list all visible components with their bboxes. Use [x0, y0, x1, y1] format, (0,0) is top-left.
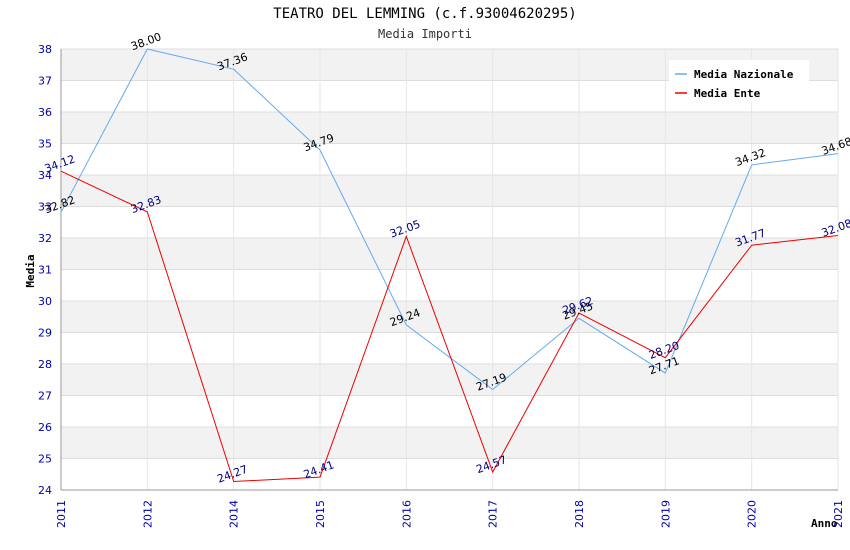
grid-band [61, 238, 838, 270]
y-axis-title: Media [24, 254, 37, 287]
y-tick-labels: 24 25 26 27 28 29 30 31 32 33 34 35 36 37 38 [38, 43, 52, 497]
y-tick-label: 37 [38, 75, 52, 88]
y-tick-label: 34 [38, 169, 52, 182]
grid-band [61, 301, 838, 333]
x-tick-label: 2020 [746, 500, 759, 528]
y-tick-label: 27 [38, 390, 52, 403]
grid-band [61, 364, 838, 396]
y-tick-label: 25 [38, 453, 52, 466]
y-tick-label: 29 [38, 327, 52, 340]
grid-band [61, 175, 838, 207]
legend-entry: Media Nazionale [694, 68, 794, 81]
y-tick-label: 26 [38, 421, 52, 434]
x-axis-title: Anno [811, 517, 838, 530]
x-tick-label: 2011 [55, 500, 68, 528]
x-tick-labels: 2011 2012 2014 2015 2016 2017 2018 2019 2020 2021 [55, 500, 845, 528]
y-tick-label: 30 [38, 295, 52, 308]
grid-band [61, 112, 838, 144]
y-tick-label: 38 [38, 43, 52, 56]
data-label: 24.27 [215, 463, 249, 486]
x-tick-label: 2019 [659, 500, 672, 528]
x-tick-label: 2015 [314, 500, 327, 528]
legend: Media Nazionale Media Ente [669, 60, 809, 102]
series-lines [60, 48, 839, 483]
grid-bands [61, 49, 838, 459]
y-tick-label: 33 [38, 201, 52, 214]
y-tick-label: 28 [38, 358, 52, 371]
data-label: 32.05 [388, 218, 422, 241]
y-tick-label: 36 [38, 106, 52, 119]
x-tick-label: 2016 [400, 500, 413, 528]
data-label: 34.12 [43, 152, 77, 175]
legend-entry: Media Ente [694, 87, 761, 100]
chart-subtitle: Media Importi [378, 27, 472, 41]
x-tick-label: 2014 [228, 500, 241, 528]
y-tick-label: 35 [38, 138, 52, 151]
x-tick-label: 2018 [573, 500, 586, 528]
x-tick-label: 2017 [487, 500, 500, 528]
x-tick-label: 2012 [141, 500, 154, 528]
y-tick-label: 24 [38, 484, 52, 497]
y-tick-label: 31 [38, 264, 52, 277]
grid-band [61, 427, 838, 459]
series-line-media-nazionale [60, 48, 839, 391]
series-line-media-ente [60, 170, 839, 483]
data-label: 24.41 [302, 458, 336, 481]
chart-title: TEATRO DEL LEMMING (c.f.93004620295) [273, 6, 577, 22]
legend-box [669, 60, 809, 102]
data-label: 32.82 [43, 193, 77, 216]
axes [60, 49, 838, 491]
y-tick-label: 32 [38, 232, 52, 245]
data-label: 34.32 [733, 146, 767, 169]
x-tick-label: 2021 [832, 500, 845, 528]
